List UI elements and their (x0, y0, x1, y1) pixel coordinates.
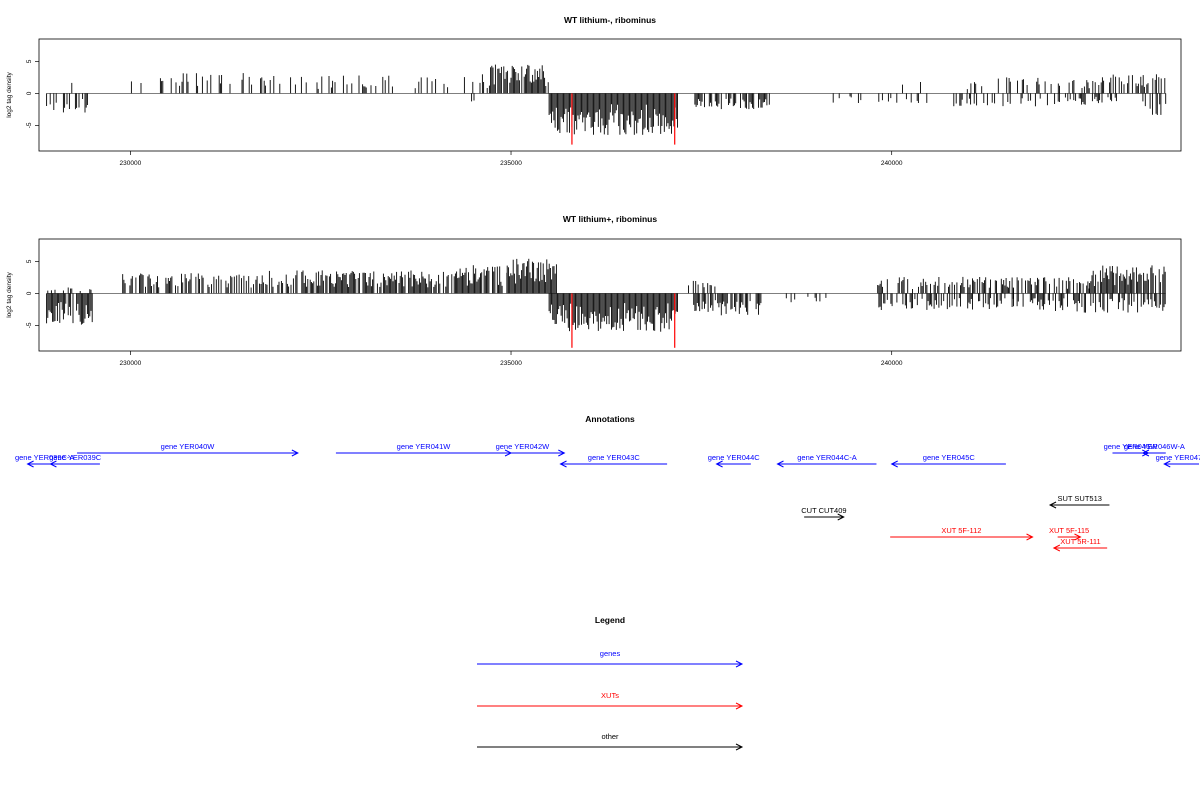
legend-label: other (601, 732, 619, 741)
annotation-label: XUT 5F-112 (941, 526, 981, 535)
legend-title: Legend (595, 615, 625, 625)
legend: genes XUTs other (477, 649, 744, 751)
panel-1-axes: 230000 235000 240000 -5 0 5 (26, 59, 903, 167)
x-tick-label: 240000 (881, 360, 903, 367)
track-panel-lithium-minus: WT lithium-, ribominus log2 tag density … (6, 15, 1182, 167)
annotation-arrowhead (776, 460, 784, 468)
annotation-arrowhead (1074, 533, 1082, 541)
annotation-arrowhead (1163, 460, 1171, 468)
legend-arrowhead (735, 743, 744, 751)
annotation-label: gene YER039C (49, 453, 102, 462)
annotation-label: gene YER042W (496, 442, 551, 451)
annotation-arrowhead (26, 460, 34, 468)
panel-2-title: WT lithium+, ribominus (563, 214, 657, 224)
y-tick-label: 5 (26, 59, 33, 63)
track-panel-lithium-plus: WT lithium+, ribominus log2 tag density … (6, 214, 1182, 367)
panel-2-y-axis-label: log2 tag density (6, 271, 13, 317)
panel-1-title: WT lithium-, ribominus (564, 15, 656, 25)
annotation-label: gene YER046W (1104, 442, 1159, 451)
annotation-label: gene YER044C (708, 453, 761, 462)
annotation-arrowhead (1026, 533, 1034, 541)
annotation-label: gene YER047C (1156, 453, 1200, 462)
legend-arrowhead (735, 702, 744, 710)
legend-label: XUTs (601, 691, 619, 700)
annotation-arrowhead (1052, 544, 1061, 552)
y-tick-label: 0 (26, 91, 33, 95)
annotation-label: gene YER039C-A (15, 453, 74, 462)
annotation-label: gene YER041W (397, 442, 452, 451)
panel-1-plot-frame (38, 38, 1182, 152)
annotation-arrowhead (837, 513, 845, 521)
x-tick-label: 235000 (500, 360, 522, 367)
panel-1-marks (46, 64, 1167, 145)
x-tick-label: 240000 (881, 160, 903, 167)
annotation-label: XUT 5F-115 (1049, 526, 1089, 535)
panel-2-marks (46, 258, 1166, 348)
annotation-label: XUT 5R-111 (1060, 537, 1100, 546)
panel-2-plot-frame (38, 238, 1182, 352)
annotation-arrowhead (558, 449, 566, 457)
y-tick-label: -5 (26, 122, 33, 128)
annotation-arrowhead (715, 460, 723, 468)
x-tick-label: 230000 (120, 360, 142, 367)
annotation-label: gene YER044C-A (797, 453, 856, 462)
annotation-label: SUT SUT513 (1057, 494, 1101, 503)
annotations-title: Annotations (585, 414, 635, 424)
y-tick-label: 0 (26, 291, 33, 295)
annotation-label: gene YER046W-A (1124, 442, 1185, 451)
annotation-arrowhead (291, 449, 299, 457)
panel-2-axes: 230000 235000 240000 -5 0 5 (26, 259, 903, 367)
annotation-label: gene YER043C (588, 453, 641, 462)
x-tick-label: 235000 (500, 160, 522, 167)
annotation-arrowhead (890, 460, 898, 468)
annotation-arrowhead (559, 460, 567, 468)
panel-1-y-axis-label: log2 tag density (6, 71, 13, 117)
annotation-label: gene YER040W (161, 442, 216, 451)
annotation-label: CUT CUT409 (801, 506, 846, 515)
legend-label: genes (600, 649, 621, 658)
legend-arrowhead (735, 660, 744, 668)
x-tick-label: 230000 (120, 160, 142, 167)
annotation-arrowhead (1048, 501, 1057, 509)
y-tick-label: 5 (26, 259, 33, 263)
y-tick-label: -5 (26, 322, 33, 328)
annotation-arrowhead (1141, 449, 1150, 457)
annotation-label: gene YER045C (923, 453, 976, 462)
